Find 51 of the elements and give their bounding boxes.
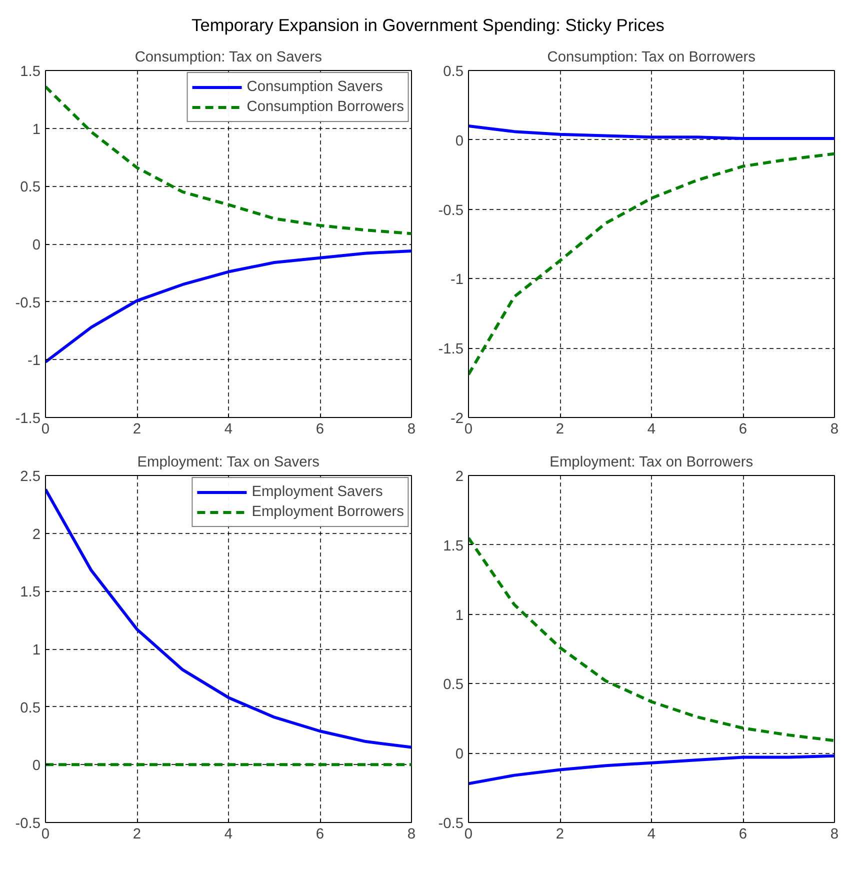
y-tick-label: 0 bbox=[32, 238, 41, 254]
x-tick-label: 4 bbox=[224, 422, 233, 438]
chart-title: Employment: Tax on Borrowers bbox=[550, 454, 754, 470]
y-tick-label: 1.5 bbox=[20, 584, 40, 601]
x-tick-label: 8 bbox=[830, 422, 839, 438]
x-tick-label: 6 bbox=[316, 422, 324, 438]
x-tick-label: 8 bbox=[407, 826, 416, 842]
x-tick-label: 2 bbox=[556, 422, 564, 438]
chart-title: Consumption: Tax on Savers bbox=[134, 50, 322, 66]
y-tick-label: 1.5 bbox=[443, 538, 464, 554]
y-tick-label: -2 bbox=[450, 411, 464, 427]
y-tick-label: -1 bbox=[450, 272, 464, 288]
x-tick-label: 2 bbox=[556, 826, 564, 842]
y-tick-label: 1 bbox=[455, 608, 464, 624]
y-tick-label: 1 bbox=[32, 122, 41, 138]
y-tick-label: -0.5 bbox=[438, 816, 464, 832]
text: Temporary Expansion in Government Spending: Sticky Prices bbox=[192, 14, 664, 37]
y-tick-label: 2.5 bbox=[20, 469, 40, 485]
y-tick-label: -0.5 bbox=[15, 816, 41, 832]
y-tick-label: -1.5 bbox=[15, 411, 41, 427]
y-tick-label: 2 bbox=[32, 526, 41, 543]
x-tick-label: 2 bbox=[132, 422, 142, 438]
y-tick-label: 0 bbox=[455, 746, 464, 763]
y-tick-label: 0.5 bbox=[443, 677, 464, 694]
x-tick-label: 6 bbox=[316, 826, 324, 842]
x-tick-label: 2 bbox=[132, 826, 142, 842]
y-tick-label: 0.5 bbox=[20, 700, 40, 716]
x-tick-label: 8 bbox=[830, 826, 839, 842]
y-tick-label: 0.5 bbox=[443, 64, 464, 80]
y-tick-label: -1.5 bbox=[438, 342, 464, 358]
y-tick-label: 0 bbox=[32, 758, 41, 774]
x-tick-label: 6 bbox=[738, 826, 748, 842]
y-tick-label: -0.5 bbox=[438, 202, 464, 219]
legend-label: Consumption Savers bbox=[246, 79, 383, 95]
x-tick-label: 6 bbox=[738, 422, 748, 438]
x-tick-label: 4 bbox=[224, 826, 233, 842]
chart-title: Employment: Tax on Savers bbox=[137, 454, 320, 470]
y-tick-label: -1 bbox=[27, 353, 41, 370]
y-tick-label: 0 bbox=[455, 133, 464, 150]
y-tick-label: 1.5 bbox=[20, 64, 40, 80]
legend-label: Employment Savers bbox=[252, 484, 383, 500]
chart-title: Consumption: Tax on Borrowers bbox=[547, 50, 756, 66]
legend-label: Consumption Borrowers bbox=[246, 99, 404, 115]
x-tick-label: 4 bbox=[647, 422, 656, 438]
y-tick-label: 2 bbox=[455, 469, 464, 485]
y-tick-label: 1 bbox=[32, 642, 41, 658]
y-tick-label: 0.5 bbox=[20, 180, 40, 196]
y-tick-label: -0.5 bbox=[15, 295, 41, 312]
legend-label: Employment Borrowers bbox=[252, 504, 404, 520]
x-tick-label: 4 bbox=[647, 826, 656, 842]
x-tick-label: 8 bbox=[407, 422, 416, 438]
